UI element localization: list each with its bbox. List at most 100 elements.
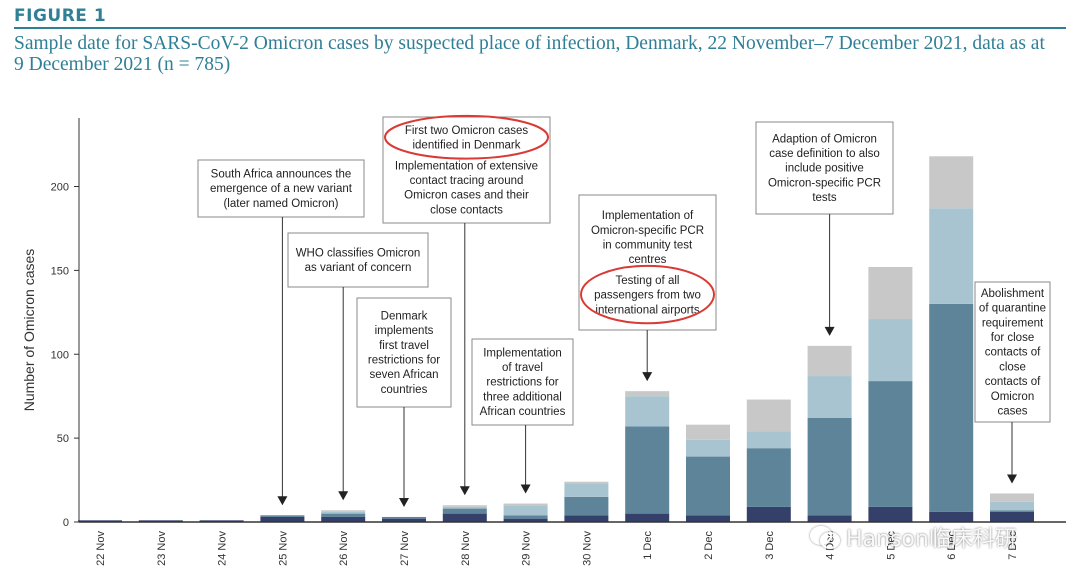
annotation-text-line: First two Omicron cases [405,125,529,137]
bar-segment-3-dec-s4 [746,399,791,432]
bar-segment-5-dec-s3 [868,319,913,382]
annotation-7: Adaption of Omicron case definition to al… [755,121,894,336]
x-tick-label: 27 Nov [399,531,411,566]
annotation-text-line: international airports [595,304,699,316]
annotation-arrowhead [338,491,349,501]
bar-segment-7-dec-s2 [990,510,1034,512]
annotation-text-line: of quarantine [979,303,1046,315]
y-tick-label: 50 [57,433,69,445]
annotation-text-line: emergence of a new variant [210,183,353,195]
annotation-text-line: seven African [369,369,438,381]
bar-segment-27-nov-s1 [382,518,426,522]
bar-segment-26-nov-s1 [321,516,366,522]
annotation-arrowhead [824,326,835,336]
bar-segment-1-dec-s1 [625,513,670,522]
bar-segment-7-dec-s1 [990,511,1034,522]
annotation-text-line: Testing of all [616,275,680,287]
highlight-ring [580,264,715,325]
annotation-text-line: centres [629,254,667,266]
annotation-text-line: for close [991,332,1034,344]
wechat-icon [810,526,840,549]
annotation-box [197,159,365,218]
bar-segment-28-nov-s1 [442,513,487,522]
annotation-arrowhead [520,484,531,494]
bar-segment-22-nov-s1 [78,520,122,522]
annotation-text-line: South Africa announces the [211,168,352,180]
bar-segment-28-nov-s3 [442,506,487,509]
annotation-text-line: cases [997,405,1027,417]
bar-segment-4-dec-s3 [807,376,852,418]
bar-segment-3-dec-s1 [746,506,791,522]
annotation-text-line: Omicron-specific PCR [768,177,881,189]
annotation-text-line: WHO classifies Omicron [296,247,421,259]
bar-segment-1-dec-s4 [625,391,670,397]
annotation-arrowhead [277,496,288,506]
annotation-text-line: Omicron cases and their [404,190,529,202]
annotation-box [471,338,574,426]
bar-segment-2-dec-s2 [686,456,730,516]
annotation-text-line: countries [381,384,428,396]
bar-segment-30-nov-s1 [564,515,609,522]
x-tick-label: 25 Nov [277,531,289,566]
bar-segment-24-nov-s1 [199,520,244,522]
bar-segment-6-dec-s1 [929,511,974,522]
annotation-text-line: (later named Omicron) [223,198,338,210]
bar-segment-30-nov-s4 [564,481,609,484]
annotation-text-line: Implementation of extensive [395,160,538,172]
annotation-text-line: close [999,361,1026,373]
annotation-arrowhead [399,497,409,507]
bar-segment-30-nov-s2 [564,496,609,516]
y-tick-label: 200 [51,182,69,194]
figure-label: Figure 1 [14,6,107,26]
figure-header-rule [14,27,1066,29]
bar-segment-26-nov-s3 [321,511,366,514]
bar-segment-27-nov-s2 [382,516,426,519]
x-tick-label: 26 Nov [338,531,350,566]
annotation-text-line: Adaption of Omicron [772,133,877,145]
annotation-text-line: implements [375,325,434,337]
bar-segment-23-nov-s1 [138,520,183,522]
bar-segment-1-dec-s3 [625,396,670,427]
annotation-box [578,194,717,331]
x-tick-label: 2 Dec [703,531,715,560]
bar-segment-28-nov-s2 [442,508,487,514]
x-tick-label: 28 Nov [460,531,472,566]
bar-segment-7-dec-s4 [990,493,1034,502]
annotation-arrowhead [642,372,653,382]
x-tick-label: 22 Nov [95,531,107,566]
bar-segment-28-nov-s4 [442,505,487,507]
annotation-2: WHO classifies Omicron as variant of conc… [287,232,429,501]
annotation-text-line: Omicron-specific PCR [591,225,704,237]
annotation-text-line: Omicron [991,391,1034,403]
annotation-text-line: Implementation of [602,210,694,222]
annotation-1: South Africa announces the emergence of a… [197,159,365,506]
watermark-text: Hanson临床科研 [846,527,1017,552]
annotation-text-line: of travel [502,362,543,374]
annotation-text-line: African countries [480,406,566,418]
annotation-text-line: as variant of concern [305,262,412,274]
annotation-box [287,232,429,288]
annotation-text-line: Implementation [483,347,562,359]
annotation-6: Implementation of Omicron-specific PCR in … [578,194,717,382]
bar-segment-26-nov-s4 [321,510,366,512]
annotation-text-line: requirement [982,317,1044,329]
y-tick-label: 100 [51,349,69,361]
watermark: Hanson临床科研 [810,521,1017,553]
annotation-text-line: identified in Denmark [412,140,520,152]
annotation-text-line: close contacts [430,204,503,216]
bar-segment-4-dec-s4 [807,345,852,377]
highlight-ring [384,114,549,160]
annotation-text-line: contacts of [985,347,1041,359]
annotation-text-line: contact tracing around [410,175,524,187]
x-tick-label: 1 Dec [642,531,654,560]
annotation-text-line: passengers from two [594,290,701,302]
x-tick-label: 24 Nov [217,531,229,566]
bar-segment-7-dec-s3 [990,501,1034,511]
bar-segment-3-dec-s3 [746,431,791,449]
annotation-8: Abolishment of quarantine requirement for c… [974,281,1051,484]
annotation-box [755,121,894,215]
bar-segment-29-nov-s3 [503,505,548,516]
y-tick-label: 0 [63,517,69,529]
annotation-text-line: include positive [785,163,864,175]
